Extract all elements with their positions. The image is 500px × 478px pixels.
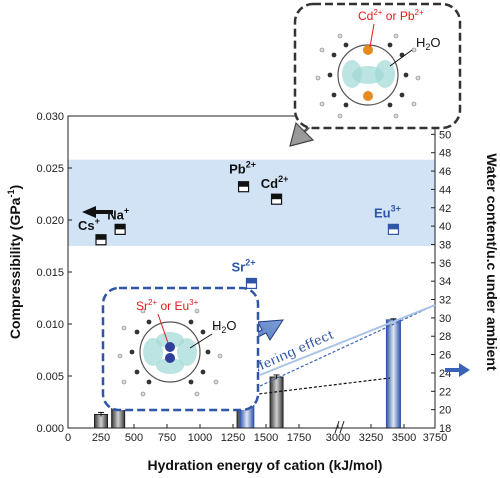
inset-top-ion-label: Cd2+ or Pb2+ [358, 8, 424, 23]
x-tick-label: 1250 [221, 432, 245, 444]
inset-left: Sr2+ or Eu3+ H2O [101, 286, 260, 412]
trend-line-grey [159, 377, 391, 407]
cation-label: Cd2+ [261, 174, 289, 191]
shaded-band [68, 159, 435, 246]
water-content-point-fill [271, 194, 282, 200]
crown-ether-top-molecule [315, 33, 421, 119]
y-right-tick-label: 18 [439, 423, 451, 435]
compressibility-bar [385, 319, 401, 429]
y-left-tick-label: 0.030 [36, 111, 64, 123]
y-right-tick-label: 42 [439, 203, 451, 215]
x-tick-label: 3000 [326, 432, 350, 444]
y-right-tick-label: 28 [439, 331, 451, 343]
y-left-tick-label: 0.025 [36, 163, 64, 175]
y-right-tick-label: 30 [439, 313, 451, 325]
x-tick-label: 0 [65, 432, 71, 444]
x-tick-label: 1750 [287, 432, 311, 444]
y-right-tick-label: 46 [439, 166, 451, 178]
y-right-tick-label: 36 [439, 258, 451, 270]
plot-frame [67, 115, 436, 429]
x-tick-label: 250 [92, 432, 110, 444]
y-left-tick-label: 0.020 [36, 215, 64, 227]
y-right-tick-label: 40 [439, 221, 451, 233]
water-content-point-fill [96, 234, 106, 240]
x-tick-label: 1500 [254, 432, 278, 444]
y-right-tick-label: 44 [439, 184, 451, 196]
cation-label: Eu3+ [374, 203, 401, 220]
compressibility-bar [269, 376, 284, 429]
water-content-point-fill [238, 181, 249, 187]
y-right-tick-label: 22 [439, 386, 451, 398]
cation-label: Pb2+ [229, 160, 256, 177]
water-content-point-fill [115, 224, 126, 230]
inset-top-water-label: H2O [416, 35, 441, 52]
cation-label: Sr2+ [231, 257, 255, 274]
x-tick-label: 750 [158, 432, 176, 444]
axis-break [334, 420, 345, 434]
x-tick-label: 500 [125, 432, 143, 444]
trend-line-blue-soft [259, 304, 436, 376]
inset-left-ion-label: Sr2+ or Eu3+ [136, 298, 199, 313]
y-right-tick-label: 32 [439, 295, 451, 307]
x-tick-label: 3500 [392, 432, 416, 444]
inset-top: Cd2+ or Pb2+ H2O [293, 2, 462, 130]
y-left-tick-label: 0.015 [36, 267, 64, 279]
cation-label: Cs+ [78, 216, 100, 233]
x-axis-title: Hydration energy of cation (kJ/mol) [148, 457, 383, 473]
y-left-tick-label: 0.005 [36, 371, 64, 383]
y-right-tick-label: 26 [439, 350, 451, 362]
crown-ether-left-molecule [117, 308, 223, 397]
y-right-tick-label: 20 [439, 405, 451, 417]
x-tick-label: 3750 [423, 432, 447, 444]
x-tick-label: 1000 [188, 432, 212, 444]
y-axis-left-title: Compressibility (GPa-1) [6, 185, 23, 339]
y-axis-right-title: Water content/u.c under ambient [484, 153, 500, 371]
y-right-tick-label: 34 [439, 276, 451, 288]
trend-line-blue [259, 304, 436, 387]
water-content-point-fill [246, 278, 257, 284]
y-left-tick-label: 0.010 [36, 319, 64, 331]
right-axis-arrow [445, 363, 470, 377]
y-left-tick-label: 0.000 [36, 423, 64, 435]
left-axis-arrow [82, 206, 113, 218]
water-content-point-fill [388, 224, 399, 230]
y-right-tick-label: 50 [439, 129, 451, 141]
y-right-tick-label: 48 [439, 148, 451, 160]
inset-left-water-label: H2O [212, 318, 237, 335]
y-right-tick-label: 38 [439, 239, 451, 251]
x-tick-label: 3250 [359, 432, 383, 444]
